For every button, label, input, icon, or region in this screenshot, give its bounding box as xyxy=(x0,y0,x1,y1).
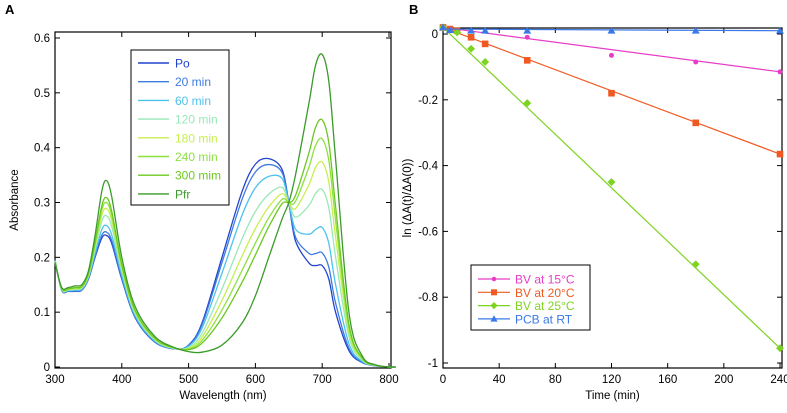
panel-label: A xyxy=(5,2,15,17)
legend-box xyxy=(130,49,230,206)
y-tick-label: -0.6 xyxy=(418,226,438,238)
legend-label: 120 min xyxy=(175,113,218,127)
data-point-triangle xyxy=(490,315,498,322)
panel-a: A 300 400 500 600 700 800 0 0.1 0.2 0.3 0.4 0.5 0.6 Wa… xyxy=(5,2,399,402)
series-line-300-mim xyxy=(54,118,396,368)
y-tick-label: -1 xyxy=(428,358,438,370)
y-tick-label: 0.5 xyxy=(34,88,50,100)
data-point-triangle xyxy=(467,26,476,34)
x-tick-label: 200 xyxy=(714,374,733,386)
fit-line xyxy=(442,26,781,349)
data-point-triangle xyxy=(607,26,616,34)
data-point-diamond xyxy=(523,99,532,108)
plot-frame xyxy=(442,27,783,369)
x-tick-label: 240 xyxy=(770,374,787,386)
data-point-diamond xyxy=(691,260,700,269)
x-tick-label: 120 xyxy=(602,374,621,386)
panel-b: B 0 40 80 120 160 200 240 0 -0.2 -0.4 -0.6 -0.8 -1 Tim… xyxy=(402,2,787,402)
data-point-circle xyxy=(524,34,530,40)
plot-frame xyxy=(54,31,392,369)
legend-label: Pfr xyxy=(175,187,190,201)
x-tick-label: 80 xyxy=(549,374,562,386)
legend-label: PCB at RT xyxy=(515,312,573,326)
data-point-triangle xyxy=(523,26,532,34)
legend: Po 20 min 60 min 120 min 180 min 240 min 300 m… xyxy=(130,49,230,206)
data-point-triangle xyxy=(446,26,454,34)
x-tick-label: 160 xyxy=(658,374,677,386)
x-tick-label: 300 xyxy=(45,374,64,386)
data-point-circle xyxy=(491,276,497,282)
data-point-diamond xyxy=(481,58,490,66)
y-axis-label: Absorbance xyxy=(9,169,21,230)
x-tick-label: 0 xyxy=(440,374,446,386)
x-axis-label: Wavelength (nm) xyxy=(179,390,266,402)
x-tick-label: 600 xyxy=(246,374,265,386)
data-point-diamond xyxy=(607,178,616,187)
legend-label: 20 min xyxy=(175,75,211,89)
y-tick-label: -0.4 xyxy=(418,161,438,173)
data-point-diamond xyxy=(490,302,498,310)
x-tick-label: 700 xyxy=(313,374,332,386)
data-point-diamond xyxy=(776,344,784,353)
series-bv-at-20-c xyxy=(439,24,784,158)
spectra xyxy=(54,53,396,368)
y-tick-label: 0 xyxy=(44,362,50,374)
data-point-square xyxy=(481,40,489,48)
data-point-square xyxy=(692,119,700,127)
series-line-pfr xyxy=(54,53,396,368)
y-tick-label: -0.2 xyxy=(418,95,438,107)
series-pcb-at-rt xyxy=(439,23,784,34)
legend-label: 300 mim xyxy=(175,169,221,183)
legend-label: BV at 15°C xyxy=(515,273,575,287)
y-tick-label: 0.2 xyxy=(34,252,50,264)
data-point-square xyxy=(608,89,615,97)
legend-label: 180 min xyxy=(175,131,218,145)
x-tick-label: 400 xyxy=(112,374,131,386)
data-point-circle xyxy=(777,69,783,75)
y-tick-label: 0.3 xyxy=(34,198,50,210)
data-point-diamond xyxy=(467,44,476,53)
x-tick-label: 800 xyxy=(379,374,398,386)
legend-label: Po xyxy=(175,57,190,71)
data-point-square xyxy=(467,33,475,41)
x-axis-label: Time (min) xyxy=(585,390,640,402)
data-point-square xyxy=(491,289,497,296)
data-point-square xyxy=(776,150,784,158)
data-point-triangle xyxy=(691,26,700,34)
legend-label: 240 min xyxy=(175,150,218,164)
y-tick-label: 0 xyxy=(432,29,438,41)
data-point-triangle xyxy=(481,26,490,34)
x-tick-label: 500 xyxy=(179,374,198,386)
data-point-square xyxy=(523,57,531,64)
legend-label: BV at 20°C xyxy=(515,286,575,300)
y-tick-label: 0.6 xyxy=(34,33,50,45)
data-point-triangle xyxy=(776,26,784,34)
legend-label: 60 min xyxy=(175,94,211,108)
y-tick-label: 0.4 xyxy=(34,143,51,155)
data-point-circle xyxy=(609,52,614,58)
x-tick-label: 40 xyxy=(493,374,506,386)
y-axis-label: ln (ΔA(t)/ΔA(0)) xyxy=(402,159,414,238)
fit-line xyxy=(442,26,781,73)
data-point-diamond xyxy=(453,28,462,37)
legend-label: BV at 25°C xyxy=(515,299,575,313)
y-tick-label: -0.8 xyxy=(418,292,438,304)
panel-label: B xyxy=(409,2,418,17)
data-point-triangle xyxy=(439,23,447,31)
data-point-circle xyxy=(693,59,699,65)
y-tick-label: 0.1 xyxy=(34,307,50,319)
